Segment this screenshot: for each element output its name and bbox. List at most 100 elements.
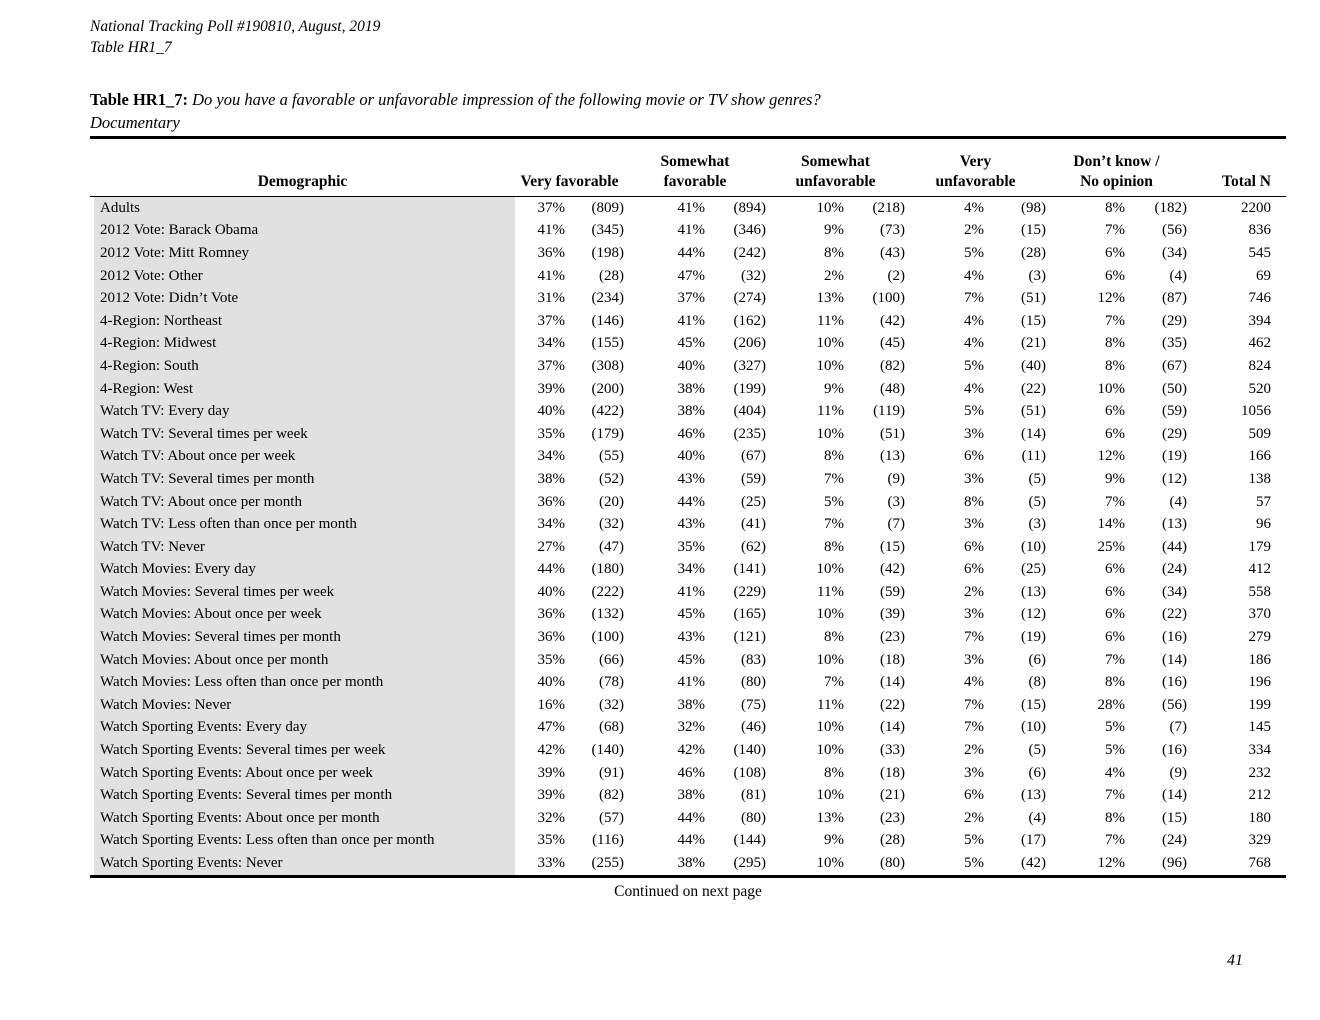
count-value: (16) — [1162, 674, 1187, 691]
percent-value: 5% — [964, 244, 984, 261]
total-n-value: 462 — [1248, 335, 1272, 352]
count-value: (80) — [741, 674, 766, 691]
total-n-value: 138 — [1248, 470, 1272, 487]
percent-value: 4% — [964, 312, 984, 329]
count-value: (15) — [1021, 312, 1046, 329]
column-header-line2: No opinion — [1080, 173, 1153, 190]
percent-value: 16% — [537, 696, 566, 713]
count-value: (15) — [1162, 809, 1187, 826]
count-value: (144) — [733, 832, 767, 849]
count-value: (22) — [880, 696, 905, 713]
percent-value: 7% — [964, 629, 984, 646]
count-value: (17) — [1021, 832, 1046, 849]
percent-value: 27% — [537, 538, 566, 555]
count-value: (274) — [733, 290, 767, 307]
table-row: Watch Sporting Events: Several times per… — [90, 739, 1286, 762]
row-label: Watch Sporting Events: Less often than o… — [90, 829, 515, 853]
percent-value: 45% — [677, 651, 706, 668]
percent-value: 10% — [816, 335, 845, 352]
count-value: (4) — [1169, 267, 1188, 284]
count-value: (34) — [1162, 583, 1187, 600]
percent-value: 41% — [537, 267, 566, 284]
total-n-value: 196 — [1248, 674, 1272, 691]
count-value: (16) — [1162, 629, 1187, 646]
count-value: (235) — [733, 425, 767, 442]
page-number: 41 — [1227, 952, 1243, 969]
percent-value: 5% — [1105, 719, 1125, 736]
percent-value: 34% — [677, 561, 706, 578]
count-value: (182) — [1154, 199, 1188, 216]
percent-value: 40% — [537, 674, 566, 691]
percent-value: 5% — [964, 832, 984, 849]
count-value: (67) — [1162, 357, 1187, 374]
row-label: Adults — [90, 197, 515, 220]
count-value: (422) — [591, 403, 625, 420]
table-reference: Table HR1_7 — [90, 39, 172, 56]
percent-value: 8% — [1105, 809, 1125, 826]
percent-value: 40% — [537, 583, 566, 600]
count-value: (10) — [1021, 538, 1046, 555]
count-value: (179) — [591, 425, 625, 442]
percent-value: 44% — [677, 244, 706, 261]
count-value: (5) — [1028, 493, 1047, 510]
column-header-line1: Very — [959, 153, 992, 170]
count-value: (3) — [887, 493, 906, 510]
percent-value: 39% — [537, 787, 566, 804]
percent-value: 7% — [964, 290, 984, 307]
count-value: (20) — [599, 493, 624, 510]
count-value: (56) — [1162, 696, 1187, 713]
count-value: (155) — [591, 335, 625, 352]
percent-value: 10% — [816, 742, 845, 759]
count-value: (28) — [599, 267, 624, 284]
count-value: (32) — [599, 516, 624, 533]
count-value: (4) — [1028, 809, 1047, 826]
row-label: Watch Sporting Events: About once per we… — [90, 761, 515, 785]
percent-value: 7% — [1105, 832, 1125, 849]
percent-value: 10% — [816, 855, 845, 872]
row-label: 2012 Vote: Other — [90, 264, 515, 288]
percent-value: 7% — [1105, 312, 1125, 329]
count-value: (29) — [1162, 425, 1187, 442]
percent-value: 6% — [964, 561, 984, 578]
percent-value: 41% — [677, 199, 706, 216]
count-value: (80) — [741, 809, 766, 826]
count-value: (35) — [1162, 335, 1187, 352]
count-value: (91) — [599, 764, 624, 781]
count-value: (14) — [1162, 651, 1187, 668]
count-value: (22) — [1162, 606, 1187, 623]
data-table: Demographic Very favorable Somewhat favo… — [90, 136, 1286, 901]
count-value: (140) — [591, 742, 625, 759]
total-n-value: 180 — [1248, 809, 1272, 826]
total-n-value: 329 — [1248, 832, 1272, 849]
percent-value: 46% — [677, 425, 706, 442]
percent-value: 6% — [1105, 267, 1125, 284]
total-n-value: 212 — [1248, 787, 1272, 804]
count-value: (80) — [880, 855, 905, 872]
percent-value: 35% — [537, 832, 566, 849]
total-n-value: 145 — [1248, 719, 1272, 736]
count-value: (809) — [591, 199, 625, 216]
count-value: (19) — [1162, 448, 1187, 465]
count-value: (5) — [1028, 742, 1047, 759]
count-value: (23) — [880, 809, 905, 826]
count-value: (6) — [1028, 651, 1047, 668]
row-label: 2012 Vote: Mitt Romney — [90, 242, 515, 265]
percent-value: 6% — [1105, 403, 1125, 420]
percent-value: 4% — [964, 335, 984, 352]
total-n-value: 334 — [1248, 742, 1272, 759]
percent-value: 8% — [824, 448, 844, 465]
percent-value: 11% — [817, 403, 844, 420]
percent-value: 38% — [537, 470, 566, 487]
percent-value: 8% — [824, 764, 844, 781]
percent-value: 35% — [537, 425, 566, 442]
count-value: (199) — [733, 380, 767, 397]
count-value: (295) — [733, 855, 767, 872]
count-value: (234) — [591, 290, 625, 307]
percent-value: 9% — [824, 832, 844, 849]
count-value: (42) — [880, 312, 905, 329]
total-n-value: 279 — [1248, 629, 1272, 646]
table-row: 2012 Vote: Mitt Romney 36% (198) 44% (242) 8%… — [90, 242, 1286, 265]
table-row: Watch Sporting Events: Less often than o… — [90, 829, 1286, 853]
count-value: (82) — [599, 787, 624, 804]
table-row: Watch Movies: Less often than once per m… — [90, 671, 1286, 695]
